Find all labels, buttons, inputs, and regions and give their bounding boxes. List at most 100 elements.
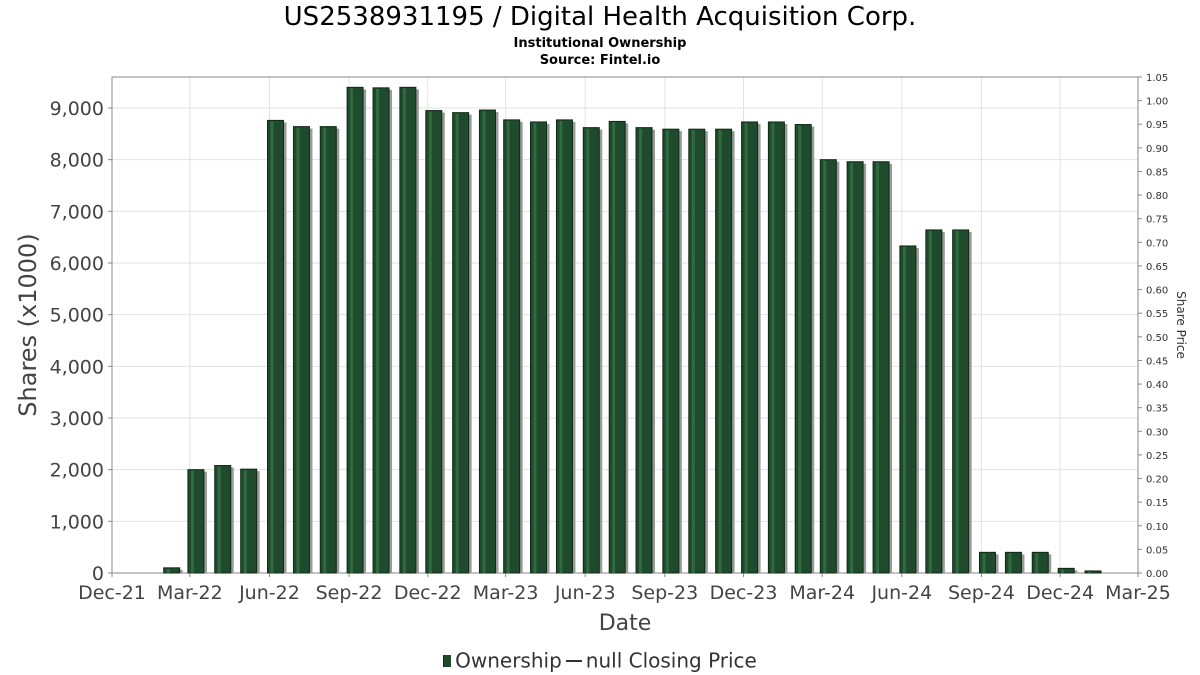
bar-body [819,159,837,574]
bar-highlight [296,127,300,573]
x-tick-label: Mar-23 [473,582,539,604]
chart-title: US2538931195 / Digital Health Acquisitio… [283,2,917,32]
ownership-bar [582,127,603,574]
bar-highlight [270,121,274,574]
x-tick-label: Mar-24 [789,582,855,604]
bar-body [399,86,417,574]
bar-highlight [718,130,722,573]
y2-tick-label: 0.65 [1146,262,1168,273]
bar-body [478,109,496,574]
bar-body [452,112,470,574]
bar-highlight [506,120,510,573]
y-tick-label: 5,000 [50,305,104,327]
ownership-bar [452,112,472,574]
bar-body [187,469,205,574]
bar-highlight [166,568,170,573]
bar-highlight [455,113,459,574]
ownership-bar [555,119,576,574]
bar-highlight [428,111,432,573]
y2-tick-label: 0.00 [1146,569,1168,580]
bar-body [240,468,258,574]
bar-body [635,127,653,574]
y2-axis-label: Share Price [1174,291,1188,359]
y-axis-label: Shares (x1000) [14,233,42,416]
y2-tick-label: 0.25 [1146,451,1168,462]
bar-body [767,121,785,574]
bar-body [529,121,547,574]
bar-highlight [771,122,775,573]
bar-highlight [902,246,906,573]
x-tick-label: Dec-21 [78,582,146,604]
chart-subtitle: Institutional Ownership [513,36,687,51]
bar-body [582,127,600,574]
y2-axis: 0.00 0.05 0.10 0.15 0.20 0.25 0.30 0.35 0.40 0.45… [1138,73,1168,580]
bar-highlight [850,162,854,573]
closing-price-legend-swatch [565,659,582,662]
bar-body [925,229,943,574]
bar-body [555,119,573,574]
bar-highlight [928,230,932,573]
bar-highlight [639,128,643,573]
bar-highlight [559,120,563,573]
x-tick-label: Sep-23 [631,582,698,604]
ownership-bar [767,121,788,574]
ownership-bar [794,124,815,574]
bar-body [214,465,232,574]
bar-highlight [482,111,486,574]
bar-highlight [217,466,221,573]
bar-body [846,161,864,574]
bar-body [872,161,890,574]
bar-body [608,120,626,574]
bar-highlight [1088,571,1092,573]
x-tick-label: Sep-22 [316,582,383,604]
bar-body [163,567,181,574]
ownership-bar [187,469,207,574]
bar-body [662,128,680,574]
y2-tick-label: 0.85 [1146,167,1168,178]
ownership-bar [741,121,761,574]
ownership-bar [688,128,708,574]
bar-highlight [190,470,194,573]
ownership-bar [715,128,735,574]
ownership-bar [635,127,656,574]
bar-body [425,110,443,574]
legend: Ownership null Closing Price [0,647,1200,673]
y2-tick-label: 0.10 [1146,522,1168,533]
ownership-bar [163,567,183,574]
bar-body [794,124,812,574]
ownership-bar [529,121,550,574]
y-tick-label: 0 [92,563,104,585]
y2-tick-label: 0.95 [1146,120,1168,131]
ownership-bar [978,551,999,574]
ownership-bar [1004,551,1025,574]
y-axis: 0 1,000 2,000 3,000 4,000 5,000 6,000 7,000 8,00… [50,98,112,585]
bar-body [715,128,733,574]
bar-highlight [955,230,959,573]
ownership-legend-swatch [443,654,452,667]
y2-tick-label: 0.35 [1146,404,1168,415]
bar-highlight [691,130,695,573]
y-tick-label: 1,000 [50,511,104,533]
bar-highlight [744,122,748,573]
x-tick-label: Jun-24 [870,582,932,604]
x-tick-label: Dec-23 [710,582,778,604]
ownership-bar [399,86,419,574]
x-axis-label: Date [599,611,652,636]
x-tick-label: Mar-25 [1105,582,1171,604]
bar-highlight [1008,553,1012,573]
ownership-bar [608,120,629,574]
y2-tick-label: 0.30 [1146,427,1168,438]
y-tick-label: 4,000 [50,356,104,378]
ownership-bar [372,87,393,574]
ownership-bar [1031,551,1052,574]
x-tick-label: Sep-24 [948,582,1015,604]
bar-body [1031,551,1049,574]
y-tick-label: 7,000 [50,201,104,223]
bar-body [688,128,706,574]
bar-highlight [402,88,406,573]
bar-highlight [798,125,802,574]
y2-tick-label: 0.90 [1146,144,1168,155]
ownership-bar [267,119,287,574]
ownership-bar [899,245,919,574]
y2-tick-label: 0.60 [1146,286,1168,297]
